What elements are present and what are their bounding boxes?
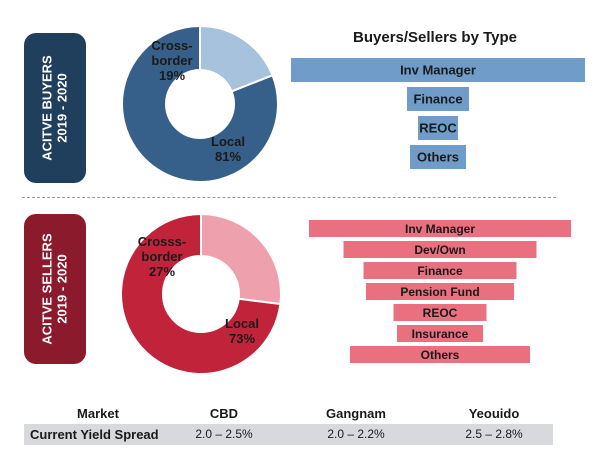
table-header-row: Market CBD Gangnam Yeouido	[24, 403, 553, 424]
type-bar	[366, 283, 514, 300]
donut-slice	[200, 212, 282, 306]
cbd-value: 2.0 – 2.5%	[195, 427, 253, 441]
header-gangnam: Gangnam	[326, 406, 386, 421]
type-bar	[407, 87, 469, 111]
sellers-donut-chart: Crosss-border 27% Local 73%	[120, 212, 282, 375]
type-bar-label: Dev/Own	[414, 243, 465, 257]
gangnam-value: 2.0 – 2.2%	[327, 427, 385, 441]
buyers-donut-chart: Cross-border 19% Local 81%	[121, 24, 279, 183]
header-yeouido: Yeouido	[468, 406, 520, 421]
donut-slice-label: Local 73%	[225, 316, 259, 346]
type-bar	[309, 220, 571, 237]
type-bar	[397, 325, 483, 342]
type-bar	[418, 116, 458, 140]
type-bar	[291, 58, 585, 82]
buyers-side-label: ACITVE BUYERS 2019 - 2020	[24, 33, 86, 183]
header-cbd: CBD	[209, 406, 239, 421]
donut-slice	[120, 212, 282, 375]
type-bar	[393, 304, 487, 321]
section-divider	[22, 197, 556, 198]
type-bar-label: Others	[421, 348, 460, 362]
type-bar	[343, 241, 537, 258]
type-bar-label: Others	[417, 150, 459, 165]
donut-slice-label: Cross-border 19%	[151, 38, 192, 83]
type-bar-label: REOC	[423, 306, 458, 320]
type-bar-label: Inv Manager	[405, 222, 475, 236]
sellers-side-label: ACITVE SELLERS 2019 - 2020	[24, 214, 86, 364]
type-bar	[350, 346, 530, 363]
type-bar-label: Finance	[417, 264, 463, 278]
type-bar-label: REOC	[419, 121, 457, 136]
type-bar-label: Insurance	[412, 327, 469, 341]
type-bar-label: Finance	[413, 92, 462, 107]
donut-slice	[121, 24, 279, 183]
type-bar	[410, 145, 466, 169]
donut-slice-label: Local 81%	[211, 134, 245, 164]
type-bar	[363, 262, 517, 279]
donut-slice-label: Crosss-border 27%	[138, 234, 186, 279]
sellers-type-bars: Inv Manager Dev/Own Finance Pension Fund REO…	[309, 220, 571, 363]
table-row: Current Yield Spread 2.0 – 2.5% 2.0 – 2.…	[24, 424, 553, 445]
row-label: Current Yield Spread	[30, 427, 159, 442]
yeouido-value: 2.5 – 2.8%	[465, 427, 523, 441]
buyers-bars-title: Buyers/Sellers by Type	[353, 29, 517, 46]
buyers-type-bars: Inv Manager Finance REOC Others	[291, 58, 585, 169]
type-bar-label: Pension Fund	[400, 285, 479, 299]
type-bar-label: Inv Manager	[400, 63, 476, 78]
header-market: Market	[77, 406, 119, 421]
